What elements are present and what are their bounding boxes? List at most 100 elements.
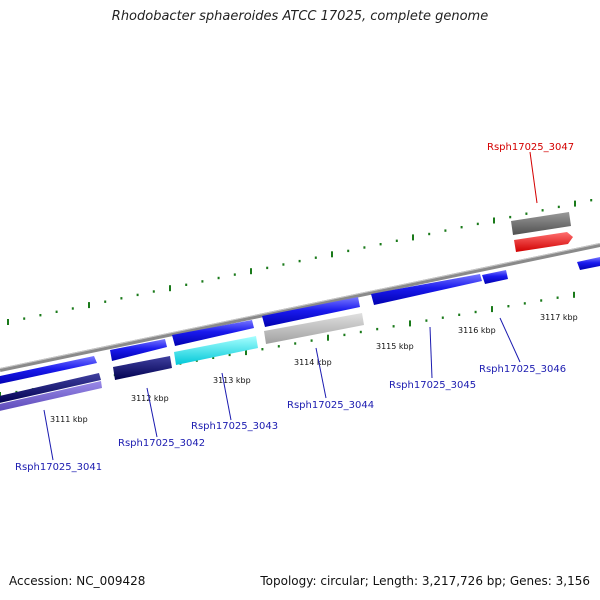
minor-tick [71, 307, 74, 310]
minor-tick [294, 342, 297, 345]
minor-tick [428, 232, 431, 236]
minor-tick [395, 239, 398, 242]
minor-tick [152, 290, 155, 293]
feature-navy [0, 373, 101, 403]
outer-tick-marks [7, 199, 593, 325]
minor-tick [343, 333, 346, 337]
minor-tick [425, 319, 428, 322]
gene-label[interactable]: Rsph17025_3044 [287, 400, 374, 411]
minor-tick [201, 280, 204, 283]
minor-tick [523, 302, 526, 305]
minor-tick [359, 330, 362, 334]
gene-label[interactable]: Rsph17025_3045 [389, 380, 476, 391]
cds-arrow-red [514, 232, 573, 252]
minor-tick [347, 249, 350, 253]
tick-label: 3112 kbp [131, 394, 169, 403]
major-tick [409, 320, 411, 327]
minor-tick [314, 256, 317, 259]
tick-labels: 3111 kbp 3112 kbp 3113 kbp 3114 kbp 3115… [50, 313, 578, 424]
major-tick [491, 306, 493, 313]
cds-arrow-dark [511, 212, 571, 235]
minor-tick [379, 243, 382, 246]
minor-tick [39, 314, 42, 317]
cds-arrow [577, 257, 600, 270]
minor-tick [310, 339, 313, 342]
minor-tick [509, 215, 512, 219]
feature-lavender [0, 381, 102, 411]
feature-navy [113, 356, 172, 380]
gene-labels: Rsph17025_3041 Rsph17025_3042 Rsph17025_… [15, 142, 574, 473]
minor-tick [185, 283, 188, 286]
cds-arrow [482, 270, 508, 284]
minor-tick [460, 226, 463, 229]
gene-label-highlight[interactable]: Rsph17025_3047 [487, 142, 574, 153]
genome-summary-text: Topology: circular; Length: 3,217,726 bp… [260, 574, 590, 588]
minor-tick [590, 199, 593, 202]
minor-tick [476, 222, 479, 226]
gene-label[interactable]: Rsph17025_3046 [479, 364, 566, 375]
minor-tick [217, 276, 220, 280]
major-tick [412, 234, 414, 241]
minor-tick [507, 305, 510, 308]
minor-tick [525, 212, 528, 215]
major-tick [327, 334, 329, 341]
minor-tick [261, 348, 264, 351]
tick-label: 3113 kbp [213, 376, 251, 385]
gene-leader-lines [43, 151, 538, 461]
cds-arrow [371, 274, 482, 305]
minor-tick [104, 300, 107, 303]
tick-label: 3114 kbp [294, 358, 332, 367]
feature-cyan [174, 336, 258, 365]
map-title: Rhodobacter sphaeroides ATCC 17025, comp… [111, 9, 489, 24]
minor-tick [540, 299, 543, 302]
accession-text: Accession: NC_009428 [9, 574, 146, 588]
tick-label: 3111 kbp [50, 415, 88, 424]
minor-tick [23, 317, 26, 320]
major-tick [0, 392, 1, 398]
minor-tick [376, 327, 379, 331]
minor-tick [363, 246, 366, 249]
major-tick [245, 349, 247, 356]
minor-tick [541, 209, 544, 212]
tick-label: 3116 kbp [458, 326, 496, 335]
major-tick [573, 291, 575, 298]
minor-tick [55, 310, 58, 313]
minor-tick [458, 313, 461, 316]
major-tick [250, 268, 252, 275]
gene-label[interactable]: Rsph17025_3042 [118, 438, 205, 449]
feature-gray [264, 313, 364, 344]
minor-tick [557, 205, 560, 209]
minor-tick [444, 229, 447, 232]
reverse-strand-features [0, 313, 364, 411]
gene-label[interactable]: Rsph17025_3041 [15, 462, 102, 473]
major-tick [493, 217, 495, 224]
cds-arrow [262, 297, 360, 327]
minor-tick [298, 259, 301, 263]
cds-arrow [110, 339, 167, 361]
cds-arrow [0, 356, 97, 384]
minor-tick [136, 293, 139, 297]
gene-label[interactable]: Rsph17025_3043 [191, 421, 278, 432]
minor-tick [441, 316, 444, 319]
minor-tick [282, 263, 285, 266]
forward-strand-features [0, 212, 600, 384]
major-tick [88, 302, 90, 309]
cds-arrow [172, 320, 254, 346]
minor-tick [228, 353, 231, 357]
minor-tick [120, 297, 123, 300]
major-tick [574, 200, 576, 207]
genome-backbone [0, 243, 600, 372]
major-tick [7, 319, 9, 325]
minor-tick [392, 325, 395, 328]
minor-tick [266, 266, 269, 270]
tick-label: 3117 kbp [540, 313, 578, 322]
major-tick [169, 285, 171, 292]
minor-tick [233, 273, 236, 276]
minor-tick [277, 345, 280, 348]
minor-tick [556, 296, 559, 299]
tick-label: 3115 kbp [376, 342, 414, 351]
minor-tick [212, 356, 215, 359]
minor-tick [474, 310, 477, 314]
major-tick [331, 251, 333, 258]
